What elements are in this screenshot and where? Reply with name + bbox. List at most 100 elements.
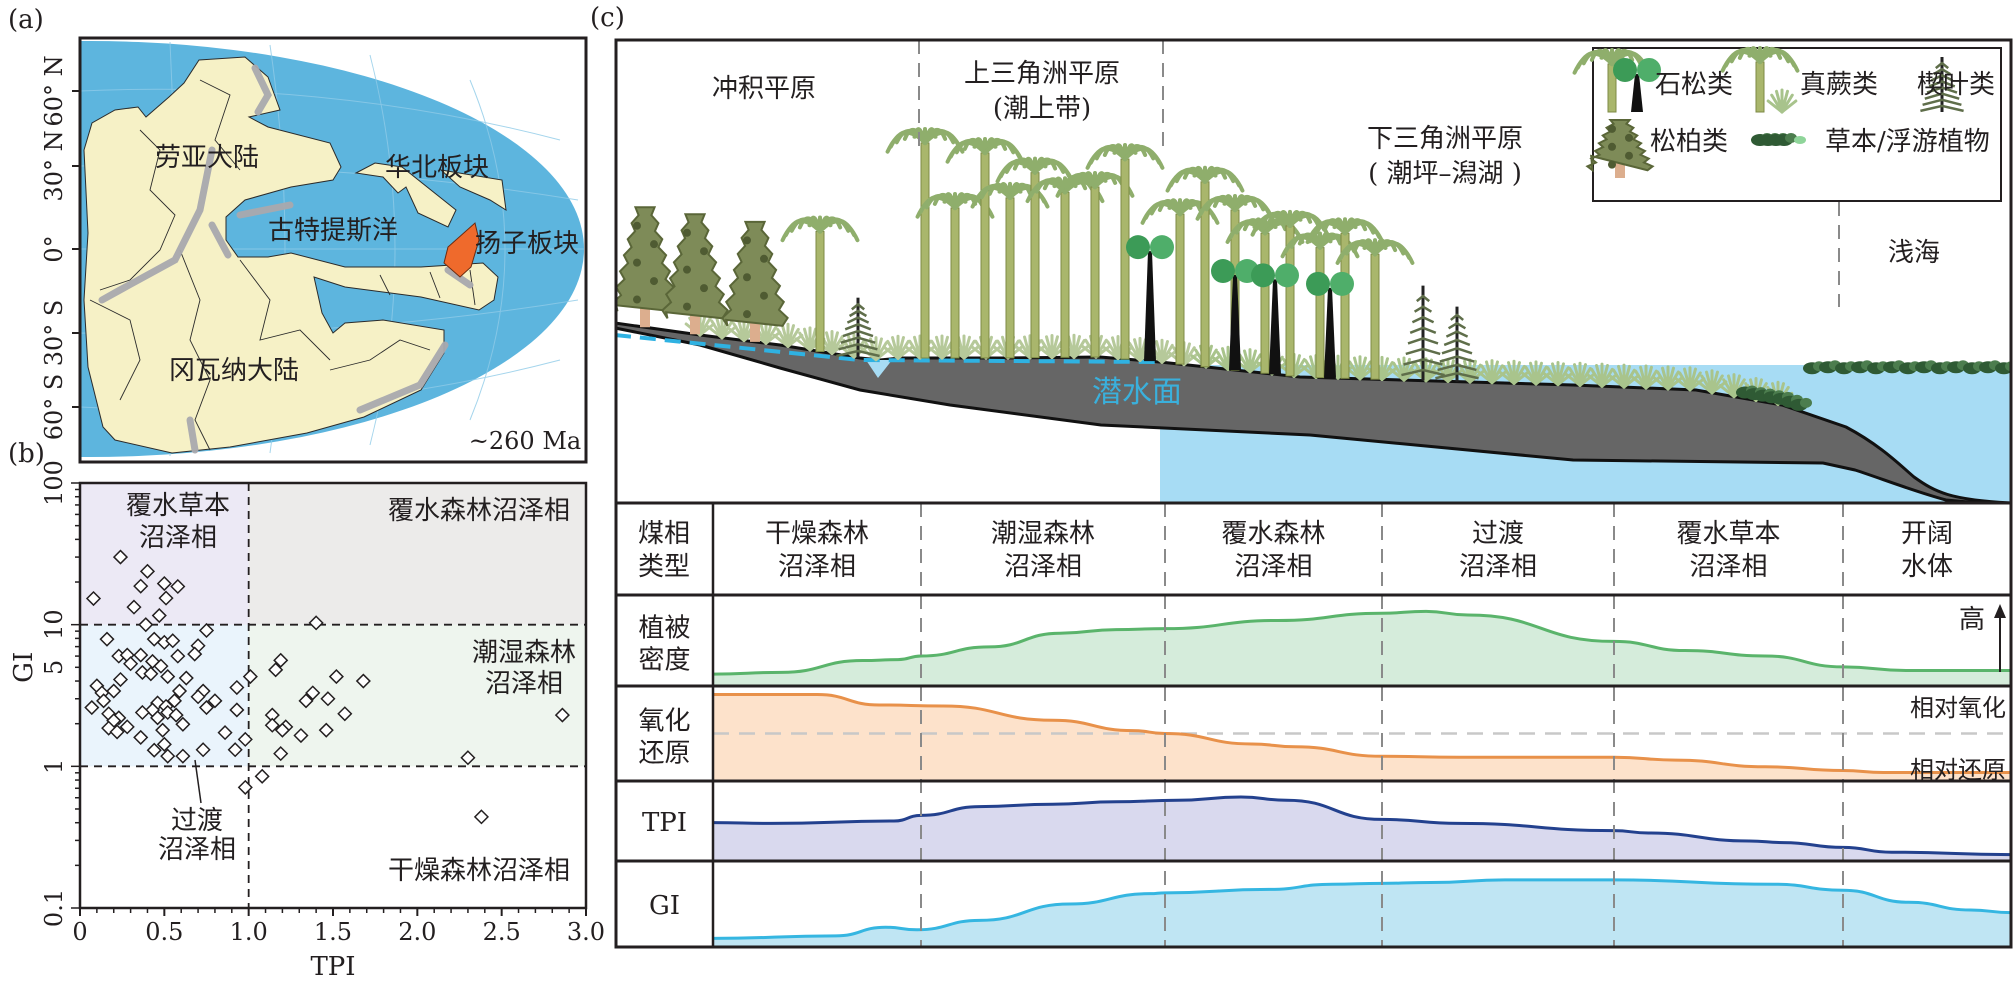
data-point bbox=[273, 746, 289, 762]
region-label: 干燥森林沼泽相 bbox=[388, 856, 570, 886]
legend-sphenopsids: 楔叶类 bbox=[1917, 70, 1995, 100]
data-point bbox=[99, 631, 115, 647]
region-label: 覆水森林沼泽相 bbox=[388, 496, 570, 526]
fern-shrub-icon bbox=[706, 314, 738, 340]
arrow-up-icon bbox=[1994, 604, 2006, 618]
data-point bbox=[85, 590, 102, 607]
pangea-landmass bbox=[83, 56, 499, 454]
data-point bbox=[305, 685, 321, 701]
data-point bbox=[473, 809, 489, 825]
fern-shrub-icon bbox=[1766, 88, 1798, 114]
facies-name: 干燥森林 bbox=[765, 519, 869, 549]
fern-shrub-icon bbox=[1520, 360, 1552, 386]
data-point bbox=[237, 731, 253, 747]
data-point bbox=[170, 578, 186, 595]
data-point bbox=[166, 693, 183, 709]
data-point bbox=[175, 716, 191, 732]
sphenopsid-icon bbox=[1920, 57, 1964, 113]
channel bbox=[866, 360, 892, 378]
herb-icon bbox=[1819, 360, 1841, 374]
lycopsid-tree-icon bbox=[1085, 143, 1165, 360]
conifer-icon bbox=[616, 206, 679, 328]
data-point bbox=[160, 748, 176, 764]
data-point bbox=[318, 722, 334, 738]
data-point bbox=[320, 691, 336, 707]
scale-tree-icon bbox=[1211, 259, 1259, 371]
facies-name: 沼泽相 bbox=[1004, 552, 1082, 582]
curve-area bbox=[713, 694, 2011, 781]
data-point bbox=[242, 669, 258, 685]
legend-icons bbox=[1572, 46, 1964, 178]
plant-legend: 石松类 真蕨类 楔叶类 松柏类 草本/浮游植物 bbox=[1572, 46, 2002, 202]
header-label: 类型 bbox=[638, 552, 690, 582]
data-point bbox=[229, 702, 245, 718]
fern-shrub-icon bbox=[1036, 333, 1068, 359]
leader-line bbox=[194, 759, 202, 804]
data-point bbox=[139, 563, 156, 579]
data-point bbox=[554, 707, 570, 723]
data-point bbox=[264, 717, 280, 733]
facies-name: 潮湿森林 bbox=[991, 519, 1095, 549]
latitude-label: 0° bbox=[40, 235, 68, 262]
latitude-label: 60° N bbox=[40, 55, 68, 126]
label-paleo-tethys: 古特提斯洋 bbox=[268, 216, 398, 246]
data-point bbox=[178, 670, 194, 686]
x-tick-label: 1.0 bbox=[230, 918, 268, 946]
facies-name: 沼泽相 bbox=[778, 552, 856, 582]
facies-name: 过渡 bbox=[1472, 519, 1524, 549]
row-label: 还原 bbox=[638, 739, 690, 769]
data-point bbox=[155, 722, 171, 738]
y-axis-label: GI bbox=[9, 652, 39, 683]
herb-icon bbox=[1883, 360, 1905, 374]
panel-label-a: (a) bbox=[8, 5, 44, 35]
facies-name: 开阔 bbox=[1901, 519, 1953, 549]
latitude-label: 30° N bbox=[40, 130, 68, 201]
data-point bbox=[106, 683, 122, 699]
lycopsid-tree-icon bbox=[1335, 238, 1415, 380]
data-point bbox=[133, 647, 149, 663]
paleogeographic-map: 劳亚大陆 华北板块 古特提斯洋 扬子板块 冈瓦纳大陆 ~260 Ma bbox=[80, 38, 586, 462]
label-yangtze: 扬子板块 bbox=[475, 229, 579, 259]
fern-shrub-icon bbox=[794, 326, 826, 352]
region-label: 沼泽相 bbox=[158, 835, 236, 865]
data-point bbox=[254, 768, 270, 784]
legend-conifers: 松柏类 bbox=[1650, 127, 1728, 157]
zone-lower-delta: 下三角洲平原 bbox=[1367, 124, 1523, 154]
data-point bbox=[112, 549, 129, 565]
data-point bbox=[109, 724, 125, 740]
fern-shrub-icon bbox=[772, 322, 804, 348]
data-point bbox=[298, 693, 314, 709]
lycopsid-tree-icon bbox=[1140, 198, 1220, 365]
fern-shrub-icon bbox=[1498, 359, 1530, 385]
sphenopsid-icon bbox=[1401, 285, 1445, 381]
data-point bbox=[217, 725, 233, 741]
vegetation bbox=[616, 127, 2010, 411]
data-point bbox=[123, 656, 139, 672]
data-point bbox=[146, 742, 162, 758]
data-point bbox=[134, 664, 150, 681]
data-point bbox=[156, 736, 172, 752]
lycopsid-tree-icon bbox=[1305, 217, 1385, 379]
facies-name: 覆水森林 bbox=[1221, 519, 1325, 549]
data-point bbox=[165, 633, 181, 649]
fern-shrub-icon bbox=[1630, 364, 1662, 390]
data-point bbox=[198, 622, 215, 639]
y-tick-label: 100 bbox=[40, 460, 68, 506]
legend-ferns: 真蕨类 bbox=[1800, 70, 1878, 100]
age-label: ~260 Ma bbox=[469, 427, 581, 455]
data-point bbox=[293, 727, 309, 744]
label-north-china: 华北板块 bbox=[385, 153, 489, 183]
facies-name: 水体 bbox=[1901, 552, 1953, 582]
data-point bbox=[328, 669, 344, 685]
fern-shrub-icon bbox=[1476, 359, 1508, 385]
lycopsid-tree-icon bbox=[1720, 46, 1800, 113]
data-point bbox=[274, 722, 290, 738]
curve-area bbox=[713, 611, 2011, 686]
data-point bbox=[96, 693, 112, 709]
herb-icon bbox=[1995, 361, 2010, 375]
floating-plant-icon bbox=[1794, 136, 1806, 144]
region-label: 沼泽相 bbox=[485, 669, 563, 699]
curve-line bbox=[712, 693, 2011, 774]
relative-reducing-label: 相对还原 bbox=[1910, 756, 2006, 784]
panel-c-frame bbox=[614, 38, 2013, 949]
